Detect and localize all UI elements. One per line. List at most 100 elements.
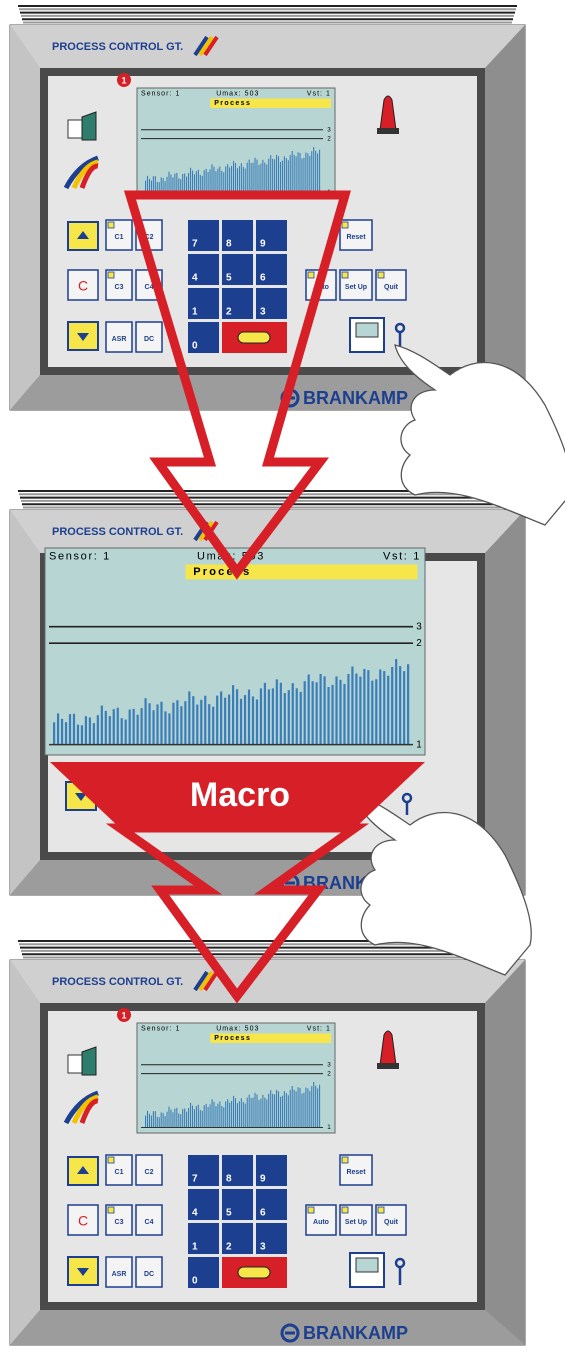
signal-bar bbox=[170, 175, 171, 193]
signal-bar bbox=[304, 681, 306, 744]
signal-bar bbox=[280, 1097, 281, 1128]
signal-bar bbox=[296, 156, 297, 192]
signal-bar bbox=[292, 1086, 293, 1128]
signal-bar bbox=[240, 699, 242, 745]
signal-bar bbox=[284, 693, 286, 745]
signal-bar bbox=[53, 722, 55, 744]
level-label: 2 bbox=[327, 135, 331, 142]
keypad-label: 0 bbox=[192, 1276, 198, 1287]
signal-bar bbox=[247, 1098, 248, 1128]
signal-bar bbox=[219, 1102, 220, 1128]
signal-bar bbox=[137, 715, 139, 745]
signal-bar bbox=[105, 711, 107, 745]
keypad-label: 9 bbox=[260, 1174, 266, 1185]
signal-bar bbox=[351, 667, 353, 745]
signal-bar bbox=[252, 696, 254, 744]
enter-pill bbox=[238, 1267, 270, 1278]
signal-bar bbox=[176, 1108, 177, 1128]
signal-bar bbox=[157, 1117, 158, 1128]
button-label: C bbox=[78, 1213, 88, 1229]
bevel-left bbox=[10, 25, 40, 410]
signal-bar bbox=[192, 696, 194, 745]
keypad-label: 4 bbox=[192, 1208, 198, 1219]
signal-bar bbox=[227, 1099, 228, 1127]
signal-bar bbox=[249, 160, 250, 193]
signal-bar bbox=[163, 1113, 164, 1127]
signal-bar bbox=[229, 1103, 230, 1128]
signal-bar bbox=[161, 177, 162, 192]
macro-label: Macro bbox=[190, 776, 290, 814]
signal-bar bbox=[133, 709, 135, 745]
sensor-label: Sensor: 1 bbox=[141, 90, 180, 97]
signal-bar bbox=[182, 174, 183, 193]
signal-bar bbox=[243, 1102, 244, 1128]
signal-bar bbox=[215, 1106, 216, 1127]
signal-bar bbox=[243, 167, 244, 193]
signal-bar bbox=[268, 689, 270, 744]
signal-bar bbox=[174, 1109, 175, 1128]
signal-bar bbox=[407, 664, 409, 744]
signal-bar bbox=[308, 674, 310, 744]
signal-bar bbox=[149, 1114, 150, 1128]
signal-bar bbox=[200, 700, 202, 745]
signal-bar bbox=[172, 703, 174, 745]
signal-bar bbox=[266, 164, 267, 192]
signal-bar bbox=[301, 159, 302, 193]
signal-bar bbox=[276, 155, 277, 193]
signal-bar bbox=[260, 164, 261, 193]
signal-bar bbox=[235, 163, 236, 192]
signal-bar bbox=[178, 178, 179, 192]
sensor-label: Sensor: 1 bbox=[49, 551, 111, 563]
signal-bar bbox=[190, 168, 191, 193]
signal-bar bbox=[260, 1099, 261, 1128]
signal-bar bbox=[168, 713, 170, 744]
signal-bar bbox=[307, 1088, 308, 1127]
signal-bar bbox=[276, 1090, 277, 1128]
signal-bar bbox=[210, 1104, 211, 1127]
signal-bar bbox=[264, 683, 266, 745]
signal-bar bbox=[198, 170, 199, 193]
mode-label: Process bbox=[214, 1035, 251, 1042]
signal-bar bbox=[217, 1104, 218, 1128]
button-flag bbox=[342, 1207, 348, 1213]
signal-bar bbox=[168, 1107, 169, 1128]
signal-bar bbox=[355, 674, 357, 745]
signal-bar bbox=[280, 683, 282, 745]
keypad-label: 5 bbox=[226, 1208, 232, 1219]
signal-bar bbox=[237, 1103, 238, 1127]
signal-bar bbox=[296, 1091, 297, 1127]
signal-bar bbox=[319, 1085, 320, 1128]
keypad-label: 6 bbox=[260, 1208, 266, 1219]
signal-bar bbox=[221, 1106, 222, 1128]
signal-bar bbox=[268, 159, 269, 193]
signal-bar bbox=[223, 172, 224, 192]
signal-bar bbox=[89, 717, 91, 744]
signal-bar bbox=[231, 166, 232, 193]
signal-bar bbox=[196, 705, 198, 745]
signal-bar bbox=[387, 676, 389, 745]
signal-bar bbox=[307, 153, 308, 192]
keypad-label: 2 bbox=[226, 307, 232, 318]
signal-bar bbox=[182, 1109, 183, 1128]
button-label: C3 bbox=[115, 284, 124, 291]
mode-label: Process bbox=[214, 100, 251, 107]
signal-bar bbox=[198, 1105, 199, 1128]
signal-bar bbox=[290, 155, 291, 193]
button-label: Quit bbox=[384, 284, 399, 291]
signal-bar bbox=[371, 681, 373, 745]
signal-bar bbox=[167, 177, 168, 193]
button-flag bbox=[108, 1157, 114, 1163]
signal-bar bbox=[184, 1109, 185, 1128]
signal-bar bbox=[290, 1090, 291, 1128]
signal-bar bbox=[227, 164, 228, 192]
signal-bar bbox=[101, 706, 103, 745]
button-label: ASR bbox=[112, 336, 127, 343]
signal-bar bbox=[363, 669, 365, 745]
signal-bar bbox=[113, 709, 115, 744]
signal-bar bbox=[284, 156, 285, 192]
signal-bar bbox=[300, 692, 302, 745]
signal-bar bbox=[180, 706, 182, 744]
maker-name: BRANKAMP bbox=[303, 1323, 408, 1343]
bevel-right bbox=[485, 25, 525, 410]
signal-bar bbox=[125, 720, 127, 745]
